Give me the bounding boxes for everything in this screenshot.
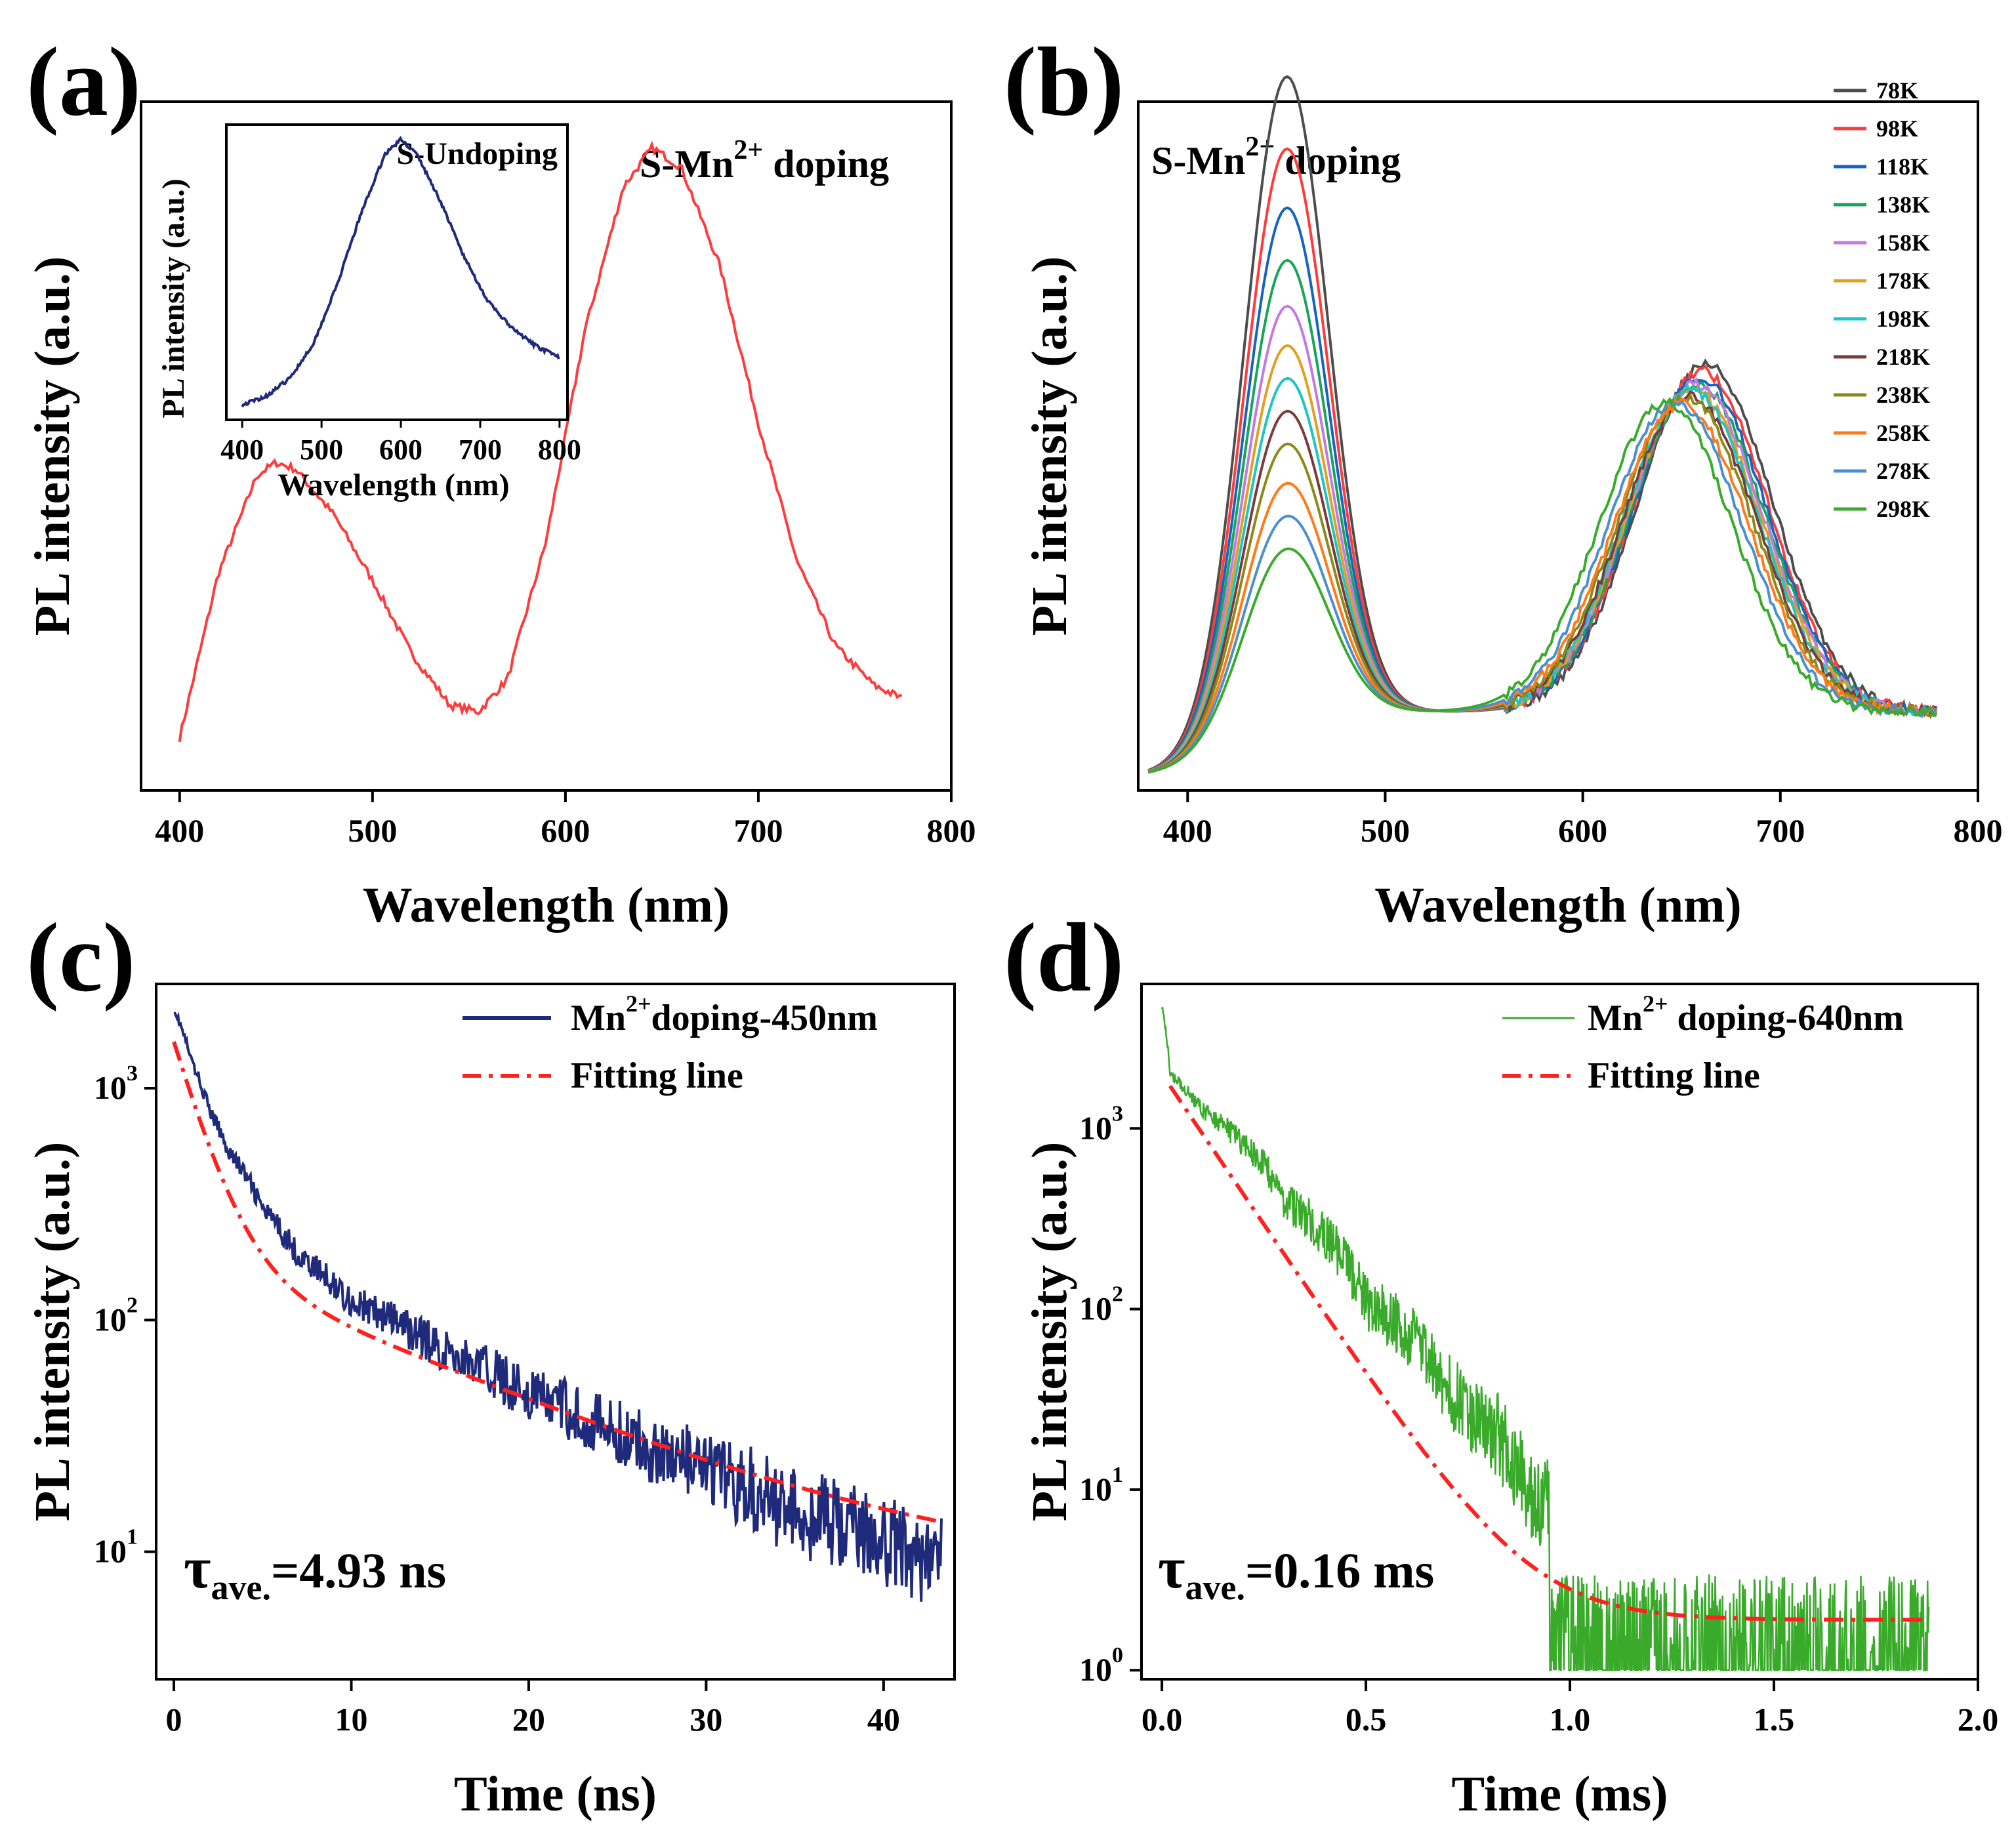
x-tick-label: 0.0 [1142,1701,1183,1738]
x-tick-label: 800 [927,812,976,849]
legend-label-118K: 118K [1876,153,1929,180]
legend-label-258K: 258K [1876,420,1930,446]
series-line-258K [1147,397,1937,773]
inset-frame [225,123,569,421]
panel-d: 0.0 0.5 1.0 1.5 2.0 100 101 102 103 (d) Time (ms) P… [1004,903,1998,1822]
x-axis-title: Wavelength (nm) [363,878,730,933]
legend-label: Fitting line [571,1055,743,1096]
series-line-decay [173,1011,943,1602]
x-tick-label: 0.5 [1346,1701,1387,1738]
series-line-doping [178,140,903,743]
x-tick-label: 0 [166,1701,182,1738]
legend-label-218K: 218K [1876,344,1930,370]
panel-label: (a) [26,28,141,136]
y-axis-title: PL intensity (a.u.) [1022,256,1077,636]
x-tick-label: 700 [733,812,783,849]
legend-label: Mn2+doping-450nm [571,990,878,1038]
y-tick-label: 102 [94,1293,138,1338]
y-axis-title: PL intensity (a.u.) [25,1142,80,1522]
series-line-138K [1147,258,1937,773]
series-line-238K [1147,392,1938,773]
series-line-decay [1161,1006,1930,1672]
legend-label-78K: 78K [1876,77,1918,104]
tau-value: τave.=4.93 ns [184,1536,446,1607]
y-tick-label: 103 [1079,1101,1123,1146]
x-tick-label: 600 [1558,812,1607,849]
fitting-line [172,1041,941,1524]
inset-series-line [241,136,560,408]
panel-a: 400 500 600 700 800 (a) Wavelength (nm) PL inte… [25,28,976,933]
y-tick-label: 101 [94,1525,138,1570]
legend-label: Mn2+ doping-640nm [1588,990,1904,1038]
panel-label: (c) [26,903,135,1012]
x-tick-label: 400 [1163,812,1212,849]
plot-frame [1137,100,1979,792]
legend-label: Fitting line [1588,1055,1760,1096]
series-line-278K [1147,399,1938,774]
y-tick-label: 101 [1079,1463,1123,1507]
x-tick-label: 400 [155,812,204,849]
legend-label-178K: 178K [1876,268,1930,294]
panel-c: 0 10 20 30 40 101 102 103 (c) Time (ns) PL intensi… [25,903,956,1822]
annotation: S-Mn2+ doping [640,135,889,186]
x-tick-label: 500 [348,812,397,849]
inset-y-axis-title: PL intensity (a.u.) [156,178,191,418]
inset-x-tick-label: 400 [220,434,264,466]
x-tick-label: 40 [867,1701,900,1738]
panel-label: (b) [1004,28,1124,136]
y-tick-label: 103 [94,1061,138,1106]
inset-x-axis-title: Wavelength (nm) [278,468,509,502]
x-tick-label: 700 [1756,812,1805,849]
panel-b: 400 500 600 700 800 (b) Wavelength (nm) PL inte… [1004,28,2003,933]
legend-label-298K: 298K [1876,496,1930,522]
panel-label: (d) [1004,903,1124,1012]
y-tick-label: 102 [1079,1282,1123,1327]
x-tick-label: 10 [335,1701,367,1738]
y-axis-title: PL intensity (a.u.) [25,256,80,636]
legend-label-158K: 158K [1876,230,1930,256]
inset-x-tick-label: 600 [379,434,422,466]
x-axis-title: Time (ms) [1452,1767,1668,1822]
legend-label-238K: 238K [1876,382,1930,408]
plot-frame [140,100,953,792]
x-axis-title: Time (ns) [454,1767,657,1822]
x-tick-label: 1.0 [1550,1701,1591,1738]
x-tick-label: 20 [512,1701,545,1738]
plot-frame [155,983,956,1681]
x-tick-label: 500 [1361,812,1410,849]
annotation: S-Mn2+ doping [1151,132,1401,182]
series-line-298K [1147,397,1937,774]
inset-x-tick-label: 700 [459,434,502,466]
plot-frame [1140,983,1979,1681]
x-tick-label: 800 [1954,812,2003,849]
legend-label-278K: 278K [1876,458,1930,484]
inset-x-tick-label: 800 [538,434,581,466]
y-tick-label: 100 [1079,1643,1123,1688]
x-tick-label: 2.0 [1958,1701,1999,1738]
x-axis-title: Wavelength (nm) [1374,878,1741,933]
inset-x-tick-label: 500 [300,434,343,466]
x-tick-label: 600 [541,812,590,849]
legend-label-198K: 198K [1876,306,1930,332]
x-tick-label: 1.5 [1754,1701,1795,1738]
inset-title: S-Undoping [397,136,558,171]
fitting-line [1168,1084,1925,1622]
x-tick-label: 30 [689,1701,722,1738]
tau-value: τave.=0.16 ms [1158,1536,1434,1607]
legend-label-138K: 138K [1876,192,1930,218]
legend-label-98K: 98K [1876,115,1918,142]
y-axis-title: PL intensity (a.u.) [1022,1142,1077,1522]
